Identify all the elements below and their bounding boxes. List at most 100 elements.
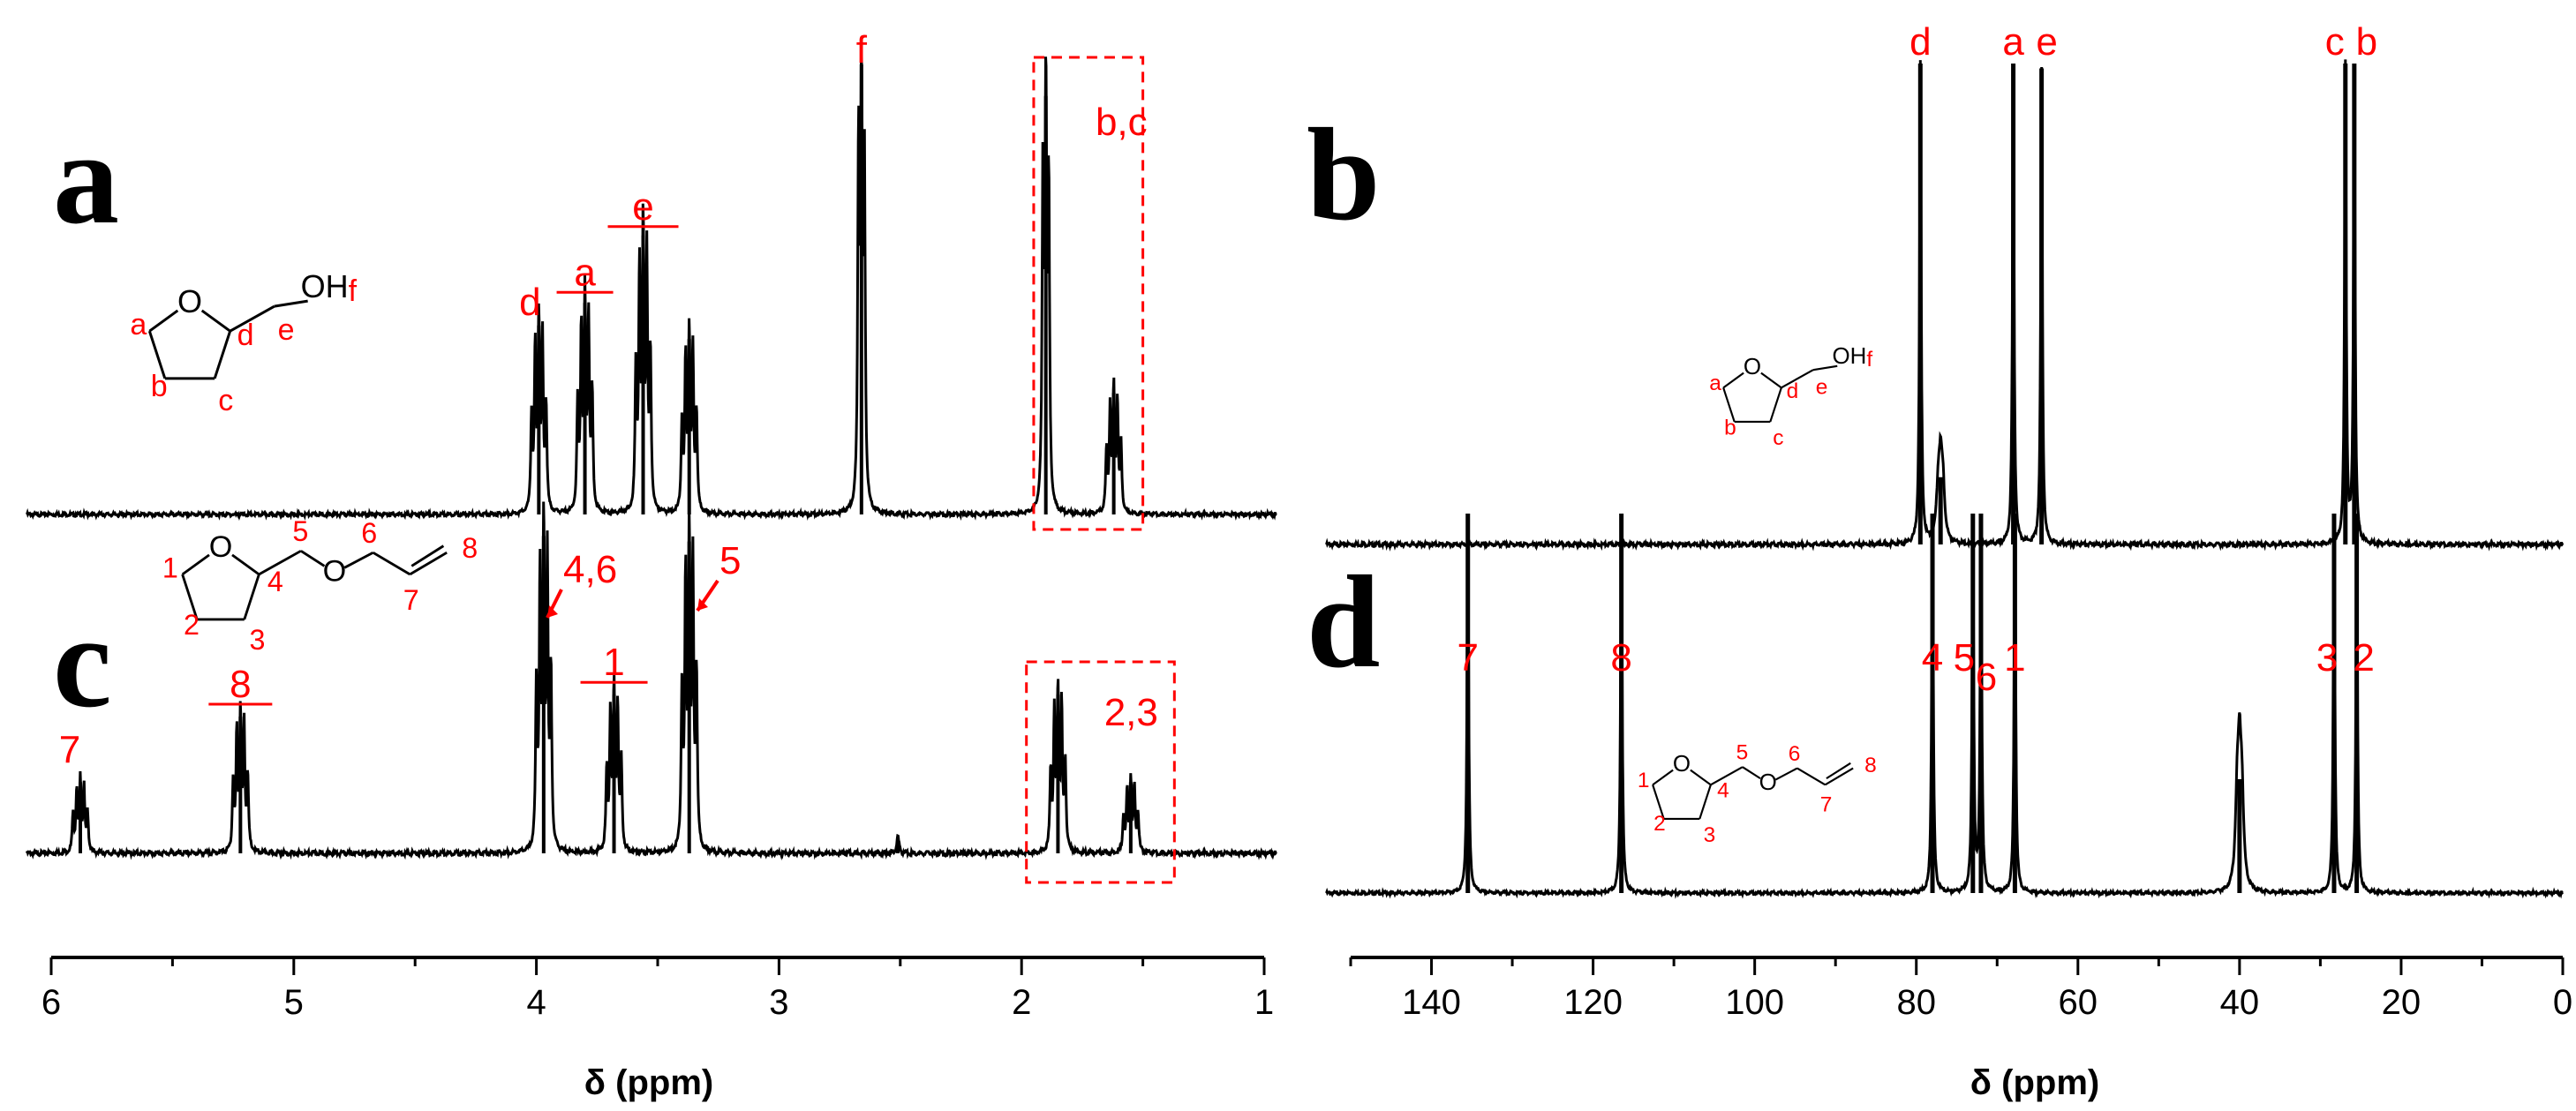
tick-label: 4 — [526, 983, 546, 1022]
structure-label: a — [130, 308, 147, 342]
peak-label: d — [1909, 20, 1931, 64]
peak-label: 5 — [719, 539, 741, 582]
bond — [274, 299, 308, 308]
spectrum-trace — [1325, 514, 2565, 899]
peak-label: 8 — [230, 663, 251, 706]
tick-label: 60 — [2059, 983, 2098, 1022]
tick-label: 140 — [1402, 983, 1461, 1022]
tick-label: 20 — [2382, 983, 2422, 1022]
peak-label: e — [2036, 20, 2057, 64]
structure-label: 7 — [403, 584, 419, 616]
structure-label: 2 — [184, 609, 200, 641]
structure-label: 3 — [250, 624, 266, 656]
tick-label: 2 — [1012, 983, 1031, 1022]
box-label: 2,3 — [1104, 691, 1158, 734]
structure-label: 5 — [292, 515, 308, 547]
structure-a: O OH ab cd e f — [130, 268, 357, 417]
structure-label: 6 — [1789, 742, 1801, 766]
bond — [1690, 769, 1712, 786]
peak-label: 8 — [1610, 636, 1631, 679]
tick-label: 3 — [769, 983, 788, 1022]
peak-label: d — [519, 281, 540, 324]
atom-label: O — [323, 555, 347, 589]
structure-label: 8 — [462, 532, 478, 564]
structure-label: c — [218, 384, 233, 417]
bond — [148, 309, 179, 333]
structure-label: f — [349, 274, 358, 308]
bond — [1652, 784, 1665, 820]
atom-label: O — [1673, 752, 1691, 777]
bond — [1722, 372, 1744, 389]
spectrum-trace — [26, 501, 1277, 861]
bond — [409, 551, 448, 576]
bond — [411, 544, 445, 567]
bond — [300, 550, 326, 567]
structure-label: 2 — [1653, 812, 1666, 836]
structure-label: 3 — [1704, 823, 1716, 847]
structure-label: e — [278, 313, 295, 347]
bond — [1826, 762, 1851, 780]
peak-label: a — [574, 251, 596, 294]
x-axis-right: 140 120 100 80 60 40 20 0 — [1349, 956, 2572, 1022]
bond — [1812, 364, 1838, 372]
peak-label: 1 — [2004, 636, 2025, 679]
bond — [1710, 766, 1744, 786]
tick-label: 0 — [2553, 983, 2572, 1022]
structure-b: O OH ab cd e f — [1709, 344, 1872, 450]
peak-label: 2 — [2353, 636, 2374, 679]
spectrum-c — [26, 501, 1277, 861]
bond — [181, 553, 210, 576]
structure-label: b — [1724, 416, 1736, 439]
atom-label: O — [1744, 355, 1761, 379]
bond — [1781, 369, 1814, 389]
peak-label: 3 — [2316, 636, 2338, 679]
bond — [1699, 784, 1712, 820]
peak-label: b — [2356, 20, 2377, 64]
structure-label: 8 — [1864, 754, 1877, 777]
tick-label: 1 — [1254, 983, 1274, 1022]
x-axis-title-right: δ (ppm) — [1970, 1063, 2099, 1102]
spectrum-d — [1325, 514, 2565, 899]
spectrum-trace — [1325, 59, 2565, 552]
tick-label: 6 — [41, 983, 61, 1022]
box-label: b,c — [1096, 101, 1148, 144]
structure-label: e — [1816, 376, 1828, 400]
panel-letter-d: d — [1307, 549, 1380, 695]
peak-label: e — [632, 185, 653, 229]
highlight-box — [1032, 56, 1145, 531]
structure-label: b — [151, 370, 168, 403]
bond — [1652, 769, 1674, 786]
peak-label: 4,6 — [563, 548, 617, 591]
spectrum-a — [26, 54, 1277, 522]
highlight-box — [1025, 660, 1176, 884]
bond — [1742, 766, 1761, 780]
x-axis-left: 6 5 4 3 2 1 — [41, 956, 1274, 1022]
bond — [343, 551, 374, 569]
atom-label: O — [177, 283, 202, 319]
bond — [1722, 387, 1736, 423]
bond — [229, 304, 275, 333]
x-axis-title-left: δ (ppm) — [584, 1063, 713, 1102]
tick-label: 40 — [2220, 983, 2260, 1022]
bond — [243, 574, 260, 620]
bond — [231, 553, 260, 576]
bond — [258, 550, 302, 576]
bond — [1774, 767, 1798, 781]
bond — [1824, 767, 1854, 786]
bond — [1760, 372, 1782, 389]
structure-label: 7 — [1820, 793, 1833, 817]
bond — [213, 330, 232, 379]
atom-label: OH — [1832, 344, 1866, 369]
tick-label: 120 — [1563, 983, 1623, 1022]
peak-label: 7 — [59, 728, 80, 771]
arrow-head — [697, 598, 708, 611]
structure-label: 6 — [361, 517, 377, 549]
spectrum-b — [1325, 59, 2565, 552]
bond — [1796, 767, 1827, 786]
peak-label: f — [856, 28, 868, 71]
structure-label: 1 — [162, 552, 178, 584]
structure-label: 5 — [1736, 741, 1749, 765]
